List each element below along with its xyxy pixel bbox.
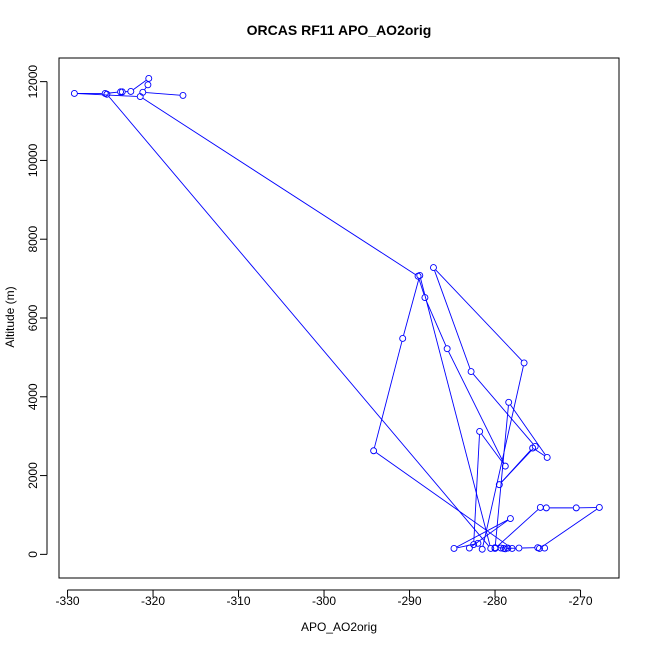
data-point: [506, 515, 514, 522]
series-segment: [472, 373, 534, 445]
data-point: [470, 541, 478, 548]
series-segment: [425, 300, 447, 346]
data-point: [136, 93, 144, 101]
data-point: [467, 368, 475, 376]
data-point: [70, 90, 78, 97]
x-tick-label: -270: [569, 594, 593, 608]
y-tick-label: 6000: [26, 304, 40, 331]
series-segment: [418, 279, 425, 295]
y-axis-label: Altitude (m): [3, 286, 17, 347]
data-point: [127, 88, 135, 95]
data-point: [534, 544, 542, 552]
series-segment: [448, 351, 505, 464]
data-point: [529, 444, 537, 452]
series-segment: [108, 96, 489, 547]
data-point: [515, 544, 523, 552]
series-segment: [481, 433, 504, 464]
data-point: [144, 81, 152, 89]
data-point: [416, 272, 424, 279]
series-segment: [142, 98, 416, 275]
series-segment: [456, 519, 508, 548]
data-point: [508, 545, 516, 552]
data-point: [117, 88, 125, 96]
data-point: [542, 504, 550, 512]
series-segment: [133, 80, 147, 90]
series-segment: [374, 341, 403, 448]
data-point: [595, 504, 603, 511]
y-tick-label: 2000: [26, 462, 40, 489]
data-point: [501, 545, 509, 553]
data-point: [505, 398, 513, 406]
data-point: [179, 91, 187, 99]
data-point: [572, 504, 580, 512]
series-segment: [510, 404, 546, 456]
series-segment: [482, 366, 524, 547]
series-segment: [420, 278, 491, 546]
series-segment: [473, 434, 480, 542]
series-segment: [434, 270, 471, 369]
chart-title: ORCAS RF11 APO_AO2orig: [247, 22, 432, 38]
series-segment: [435, 269, 523, 361]
x-tick-label: -300: [312, 594, 336, 608]
data-point: [501, 462, 509, 470]
series-segment: [403, 278, 420, 336]
x-tick-label: -330: [56, 594, 80, 608]
y-tick-label: 4000: [26, 383, 40, 410]
series-segment: [457, 543, 475, 549]
data-point: [465, 544, 473, 552]
plot-frame: [58, 57, 620, 579]
y-tick-label: 10000: [26, 143, 40, 177]
series-segment: [494, 405, 509, 546]
data-point: [495, 481, 503, 489]
series-segment: [144, 87, 147, 90]
data-point: [145, 75, 153, 82]
data-point: [430, 264, 437, 272]
data-point: [370, 447, 378, 455]
series-segment: [497, 509, 539, 547]
data-point: [103, 90, 111, 98]
data-point: [421, 294, 429, 301]
data-point: [536, 504, 544, 511]
x-tick-label: -310: [227, 594, 251, 608]
series-segment: [376, 452, 510, 547]
x-tick-label: -290: [398, 594, 422, 608]
y-tick-label: 0: [26, 551, 40, 558]
series-segment: [541, 508, 597, 547]
data-point: [476, 428, 484, 435]
x-tick-label: -320: [141, 594, 165, 608]
data-point: [487, 545, 495, 552]
data-point: [520, 359, 528, 367]
data-point: [497, 544, 505, 552]
data-point: [543, 454, 551, 461]
data-point: [450, 545, 458, 552]
data-point: [443, 345, 451, 353]
series-segment: [535, 449, 545, 457]
series-segment: [77, 93, 137, 97]
data-point: [399, 335, 407, 342]
series-segment: [501, 450, 531, 483]
y-tick-label: 8000: [26, 226, 40, 253]
x-tick-label: -280: [483, 594, 507, 608]
data-point: [478, 545, 486, 553]
data-point: [118, 88, 126, 96]
series-segment: [146, 92, 180, 96]
y-tick-label: 12000: [26, 65, 40, 99]
data-point: [474, 539, 482, 547]
x-axis-label: APO_AO2orig: [301, 620, 377, 634]
plot-area: -330 -320 -310 -300 -290 -280 -270 0 2000 4000 600…: [26, 57, 620, 608]
data-point: [541, 544, 549, 552]
